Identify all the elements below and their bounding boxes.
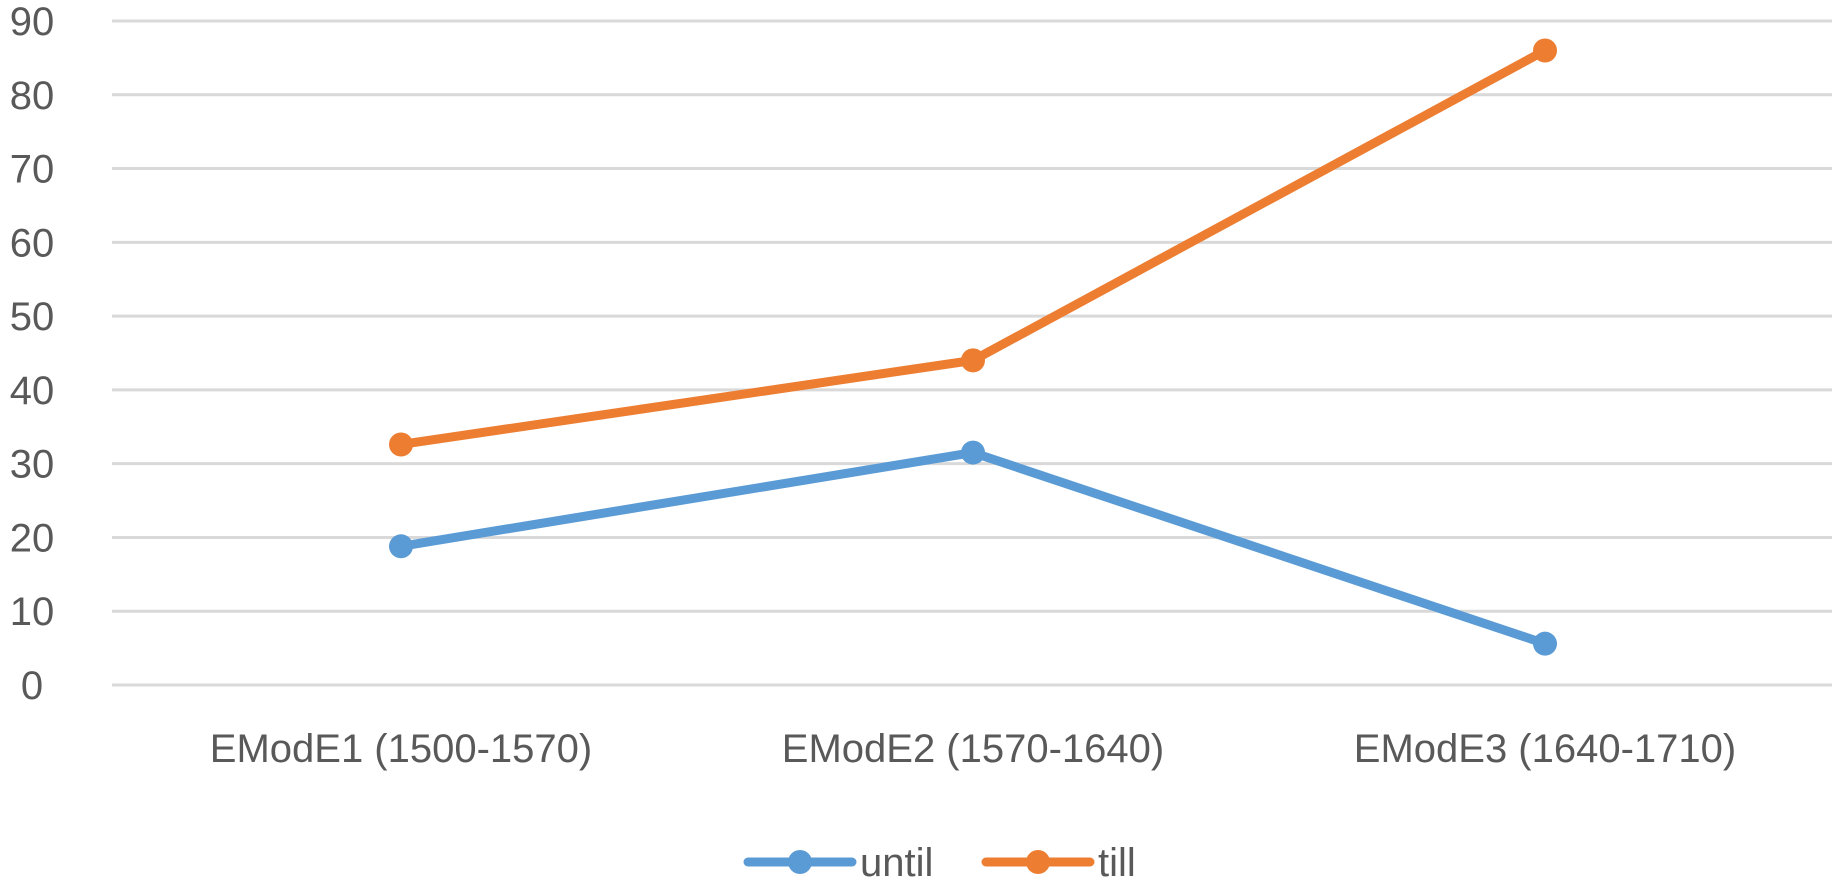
data-point-until-1 [389, 534, 413, 559]
y-tick-label: 50 [10, 295, 55, 339]
y-tick-label: 60 [10, 221, 55, 265]
y-tick-label: 20 [10, 516, 55, 560]
data-point-till-1 [389, 432, 413, 457]
data-point-until-2 [961, 440, 985, 465]
series-line-until [396, 448, 1550, 649]
series-line-till [396, 46, 1550, 449]
legend-item-until: until [743, 841, 933, 885]
y-tick-label: 90 [10, 0, 55, 44]
y-axis-tick-labels: 0 10 20 30 40 50 60 70 80 90 [10, 0, 55, 708]
legend-swatch-marker [788, 850, 812, 874]
y-tick-label: 70 [10, 148, 55, 192]
x-axis-tick-labels: EModE1 (1500-1570) EModE2 (1570-1640) EMod… [210, 727, 1736, 771]
data-point-until-3 [1533, 631, 1557, 656]
legend: until till [743, 841, 1136, 885]
x-tick-label: EModE2 (1570-1640) [782, 727, 1164, 771]
data-point-till-3 [1533, 38, 1557, 63]
x-tick-label: EModE3 (1640-1710) [1354, 727, 1736, 771]
data-point-till-2 [961, 348, 985, 373]
y-tick-label: 40 [10, 369, 55, 413]
legend-label: till [1098, 841, 1136, 885]
x-tick-label: EModE1 (1500-1570) [210, 727, 592, 771]
y-tick-label: 80 [10, 74, 55, 118]
y-tick-label: 30 [10, 443, 55, 487]
y-tick-label: 0 [21, 664, 43, 708]
series-lines [389, 38, 1557, 656]
legend-item-till: till [981, 841, 1136, 885]
legend-swatch-marker [1026, 850, 1050, 874]
y-tick-label: 10 [10, 590, 55, 634]
legend-label: until [860, 841, 933, 885]
